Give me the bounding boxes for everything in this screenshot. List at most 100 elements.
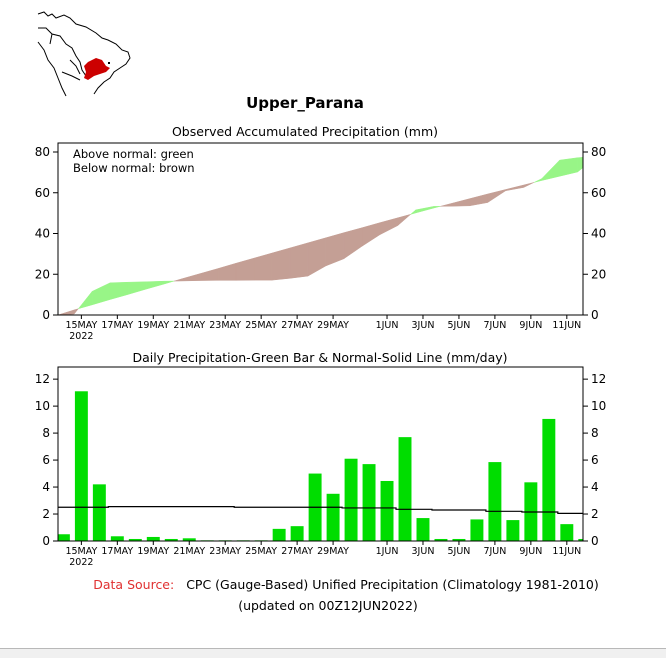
daily-ytick-label-left: 2 xyxy=(42,507,50,521)
daily-ytick-label-left: 4 xyxy=(42,480,50,494)
daily-ytick-label-left: 8 xyxy=(42,426,50,440)
accumulated-xtick-label: 27MAY xyxy=(281,320,313,331)
updated-text: (updated on 00Z12JUN2022) xyxy=(238,598,418,613)
map-dot xyxy=(108,62,110,64)
daily-xtick-label: 1JUN xyxy=(376,546,399,557)
daily-xtick-label: 3JUN xyxy=(412,546,435,557)
data-source-line: Data Source: CPC (Gauge-Based) Unified P… xyxy=(93,577,598,592)
daily-ytick-label-right: 4 xyxy=(591,480,599,494)
daily-chart-title: Daily Precipitation-Green Bar & Normal-S… xyxy=(132,350,507,365)
accumulated-ytick-label-right: 20 xyxy=(591,267,606,281)
below-normal-area xyxy=(174,278,183,282)
accumulated-xtick-year: 2022 xyxy=(69,331,93,342)
above-normal-area xyxy=(127,281,147,295)
above-normal-area xyxy=(145,280,165,290)
map-highlight-basin xyxy=(84,58,110,80)
below-normal-area xyxy=(379,217,399,236)
daily-precip-bar xyxy=(578,538,583,541)
daily-precip-bar xyxy=(380,480,394,541)
below-normal-area xyxy=(289,242,309,279)
daily-ytick-label-right: 0 xyxy=(591,534,599,548)
daily-precip-bar xyxy=(110,536,124,541)
above-normal-area xyxy=(541,159,560,181)
daily-xtick-label: 21MAY xyxy=(173,546,205,557)
accumulated-xtick-label: 3JUN xyxy=(412,320,435,331)
daily-ytick-label-left: 12 xyxy=(35,372,50,386)
daily-precip-bar xyxy=(326,493,340,541)
daily-xtick-label: 19MAY xyxy=(137,546,169,557)
daily-xtick-label: 29MAY xyxy=(317,546,349,557)
below-normal-area xyxy=(57,309,75,316)
daily-precip-bar xyxy=(398,437,412,541)
daily-precip-bar xyxy=(560,524,574,541)
below-normal-area xyxy=(73,308,80,315)
accumulated-xtick-label: 25MAY xyxy=(245,320,277,331)
daily-xtick-label: 5JUN xyxy=(447,546,470,557)
daily-xtick-label: 27MAY xyxy=(281,546,313,557)
accumulated-ytick-label-left: 80 xyxy=(35,145,50,159)
accumulated-xtick-label: 29MAY xyxy=(317,320,349,331)
region-map xyxy=(37,11,131,97)
daily-precip-bar xyxy=(92,484,106,541)
accumulated-xtick-label: 7JUN xyxy=(483,320,506,331)
below-normal-area xyxy=(487,189,506,203)
above-normal-area xyxy=(109,281,129,300)
daily-precip-bar xyxy=(290,526,304,541)
daily-precip-bar xyxy=(416,518,430,541)
legend-below: Below normal: brown xyxy=(73,161,195,175)
daily-precip-bar xyxy=(542,418,556,541)
daily-precip-bar xyxy=(272,528,286,541)
accumulated-xtick-label: 9JUN xyxy=(519,320,542,331)
below-normal-area xyxy=(253,252,273,281)
accumulated-ytick-label-left: 40 xyxy=(35,227,50,241)
above-normal-area xyxy=(415,206,435,214)
daily-ytick-label-right: 6 xyxy=(591,453,599,467)
daily-precip-chart: Daily Precipitation-Green Bar & Normal-S… xyxy=(35,350,607,568)
daily-precip-bar xyxy=(74,391,88,541)
daily-xtick-label: 11JUN xyxy=(552,546,581,557)
legend-above: Above normal: green xyxy=(73,147,194,161)
above-normal-area xyxy=(163,280,175,285)
accumulated-xtick-label: 19MAY xyxy=(137,320,169,331)
daily-ytick-label-left: 6 xyxy=(42,453,50,467)
accumulated-precip-chart: Observed Accumulated Precipitation (mm) … xyxy=(35,124,607,342)
daily-precip-bar xyxy=(470,519,484,541)
above-normal-area xyxy=(559,157,578,177)
daily-xtick-label: 25MAY xyxy=(245,546,277,557)
daily-precip-bar xyxy=(58,534,70,541)
daily-precip-bar xyxy=(488,462,502,541)
below-normal-area xyxy=(181,273,201,282)
accumulated-ytick-label-right: 60 xyxy=(591,186,606,200)
below-normal-area xyxy=(523,182,535,188)
daily-precip-bar xyxy=(362,464,376,541)
accumulated-xtick-label: 15MAY xyxy=(65,320,97,331)
below-normal-area xyxy=(307,237,327,277)
accumulated-ytick-label-right: 80 xyxy=(591,145,606,159)
daily-xtick-label: 17MAY xyxy=(101,546,133,557)
below-normal-area xyxy=(505,184,524,192)
accumulated-ytick-label-left: 0 xyxy=(42,308,50,322)
map-coastline xyxy=(37,11,131,97)
above-normal-area xyxy=(433,206,441,209)
data-source-label: Data Source: xyxy=(93,577,174,592)
accumulated-chart-title: Observed Accumulated Precipitation (mm) xyxy=(172,124,438,139)
daily-precip-bar xyxy=(344,458,358,541)
accumulated-xtick-label: 23MAY xyxy=(209,320,241,331)
accumulated-ytick-label-left: 60 xyxy=(35,186,50,200)
daily-precip-bar xyxy=(146,536,160,541)
below-normal-area xyxy=(199,268,219,281)
accumulated-xtick-label: 5JUN xyxy=(447,320,470,331)
daily-precip-bar xyxy=(506,520,520,541)
window-bottom-bar xyxy=(0,648,666,658)
below-normal-area xyxy=(343,227,363,260)
daily-ytick-label-left: 0 xyxy=(42,534,50,548)
accumulated-ytick-label-right: 40 xyxy=(591,227,606,241)
daily-precip-bar xyxy=(128,538,142,541)
accumulated-xtick-label: 17MAY xyxy=(101,320,133,331)
daily-xtick-year: 2022 xyxy=(69,557,93,568)
data-source-text: CPC (Gauge-Based) Unified Precipitation … xyxy=(186,577,599,592)
daily-precip-bar xyxy=(164,538,178,541)
daily-ytick-label-right: 8 xyxy=(591,426,599,440)
below-normal-area xyxy=(451,198,470,207)
